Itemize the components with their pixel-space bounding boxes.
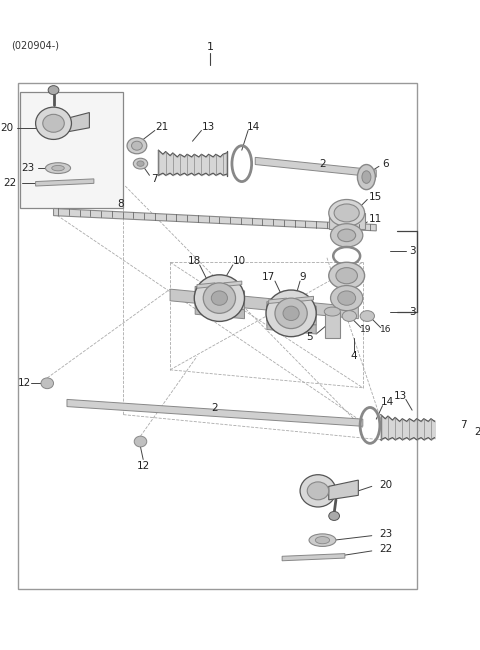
Text: 2: 2 bbox=[319, 159, 326, 168]
Text: 15: 15 bbox=[369, 192, 382, 202]
Ellipse shape bbox=[338, 291, 356, 305]
Ellipse shape bbox=[300, 474, 336, 507]
Ellipse shape bbox=[329, 512, 339, 521]
Text: 13: 13 bbox=[202, 122, 215, 132]
Text: 14: 14 bbox=[381, 397, 395, 407]
Polygon shape bbox=[224, 281, 242, 287]
Ellipse shape bbox=[358, 164, 375, 190]
Polygon shape bbox=[197, 283, 215, 288]
Polygon shape bbox=[195, 287, 244, 310]
Text: 4: 4 bbox=[350, 352, 357, 361]
Text: 23: 23 bbox=[379, 529, 392, 539]
Ellipse shape bbox=[309, 534, 336, 547]
Polygon shape bbox=[65, 112, 89, 132]
Text: 18: 18 bbox=[188, 256, 201, 266]
Text: 8: 8 bbox=[118, 199, 124, 209]
Ellipse shape bbox=[456, 441, 472, 455]
Text: 20: 20 bbox=[379, 480, 392, 489]
Text: 5: 5 bbox=[306, 332, 312, 342]
Ellipse shape bbox=[307, 482, 329, 500]
Text: 14: 14 bbox=[247, 122, 260, 132]
Text: 10: 10 bbox=[232, 256, 246, 266]
Ellipse shape bbox=[52, 166, 64, 171]
Text: 6: 6 bbox=[382, 159, 388, 168]
Ellipse shape bbox=[48, 86, 59, 95]
Text: 11: 11 bbox=[369, 214, 382, 224]
Ellipse shape bbox=[132, 141, 142, 150]
Ellipse shape bbox=[133, 158, 148, 169]
Text: 22: 22 bbox=[3, 178, 17, 188]
Text: 22: 22 bbox=[379, 544, 392, 554]
Ellipse shape bbox=[329, 262, 365, 289]
Polygon shape bbox=[170, 289, 359, 318]
Ellipse shape bbox=[324, 307, 340, 316]
Ellipse shape bbox=[283, 306, 299, 320]
Text: 3: 3 bbox=[409, 246, 415, 255]
Text: 21: 21 bbox=[475, 426, 480, 437]
Text: 19: 19 bbox=[360, 325, 371, 334]
Ellipse shape bbox=[334, 204, 359, 222]
Ellipse shape bbox=[338, 229, 356, 242]
Polygon shape bbox=[54, 209, 376, 231]
Polygon shape bbox=[329, 480, 359, 500]
Polygon shape bbox=[267, 320, 316, 334]
Ellipse shape bbox=[331, 224, 363, 247]
Bar bbox=[20, 92, 123, 209]
Ellipse shape bbox=[362, 171, 371, 183]
Polygon shape bbox=[296, 296, 313, 302]
Ellipse shape bbox=[36, 107, 72, 140]
Polygon shape bbox=[255, 157, 376, 177]
Ellipse shape bbox=[336, 268, 358, 284]
Ellipse shape bbox=[137, 161, 144, 166]
Text: 21: 21 bbox=[156, 122, 168, 132]
Polygon shape bbox=[267, 302, 316, 325]
Text: 9: 9 bbox=[300, 272, 306, 283]
Ellipse shape bbox=[46, 162, 71, 174]
Text: 7: 7 bbox=[460, 419, 467, 430]
Polygon shape bbox=[195, 306, 244, 318]
Polygon shape bbox=[282, 554, 345, 561]
Ellipse shape bbox=[43, 114, 64, 132]
Ellipse shape bbox=[134, 436, 147, 447]
Text: 16: 16 bbox=[380, 325, 392, 334]
Ellipse shape bbox=[342, 311, 357, 321]
Ellipse shape bbox=[211, 291, 228, 305]
Ellipse shape bbox=[275, 298, 307, 329]
Text: 12: 12 bbox=[136, 461, 150, 471]
Ellipse shape bbox=[315, 536, 330, 544]
Ellipse shape bbox=[127, 138, 147, 154]
Text: 3: 3 bbox=[409, 307, 415, 317]
Polygon shape bbox=[36, 179, 94, 186]
Text: 7: 7 bbox=[152, 174, 158, 184]
Ellipse shape bbox=[194, 275, 244, 321]
Ellipse shape bbox=[444, 438, 458, 448]
Ellipse shape bbox=[41, 378, 54, 389]
Bar bbox=[18, 83, 417, 590]
Text: 13: 13 bbox=[394, 391, 407, 401]
Ellipse shape bbox=[266, 290, 316, 337]
Ellipse shape bbox=[203, 283, 236, 313]
Text: 20: 20 bbox=[0, 123, 13, 133]
Text: (020904-): (020904-) bbox=[12, 41, 60, 51]
Text: 2: 2 bbox=[212, 404, 218, 413]
Ellipse shape bbox=[331, 285, 363, 311]
Text: 17: 17 bbox=[262, 272, 276, 283]
Polygon shape bbox=[325, 311, 340, 339]
Ellipse shape bbox=[360, 311, 374, 321]
Text: 12: 12 bbox=[17, 378, 31, 388]
Ellipse shape bbox=[329, 200, 365, 226]
Polygon shape bbox=[67, 399, 363, 426]
Polygon shape bbox=[269, 298, 287, 304]
Polygon shape bbox=[329, 213, 365, 229]
Text: 1: 1 bbox=[207, 42, 214, 52]
Text: 23: 23 bbox=[22, 163, 35, 173]
